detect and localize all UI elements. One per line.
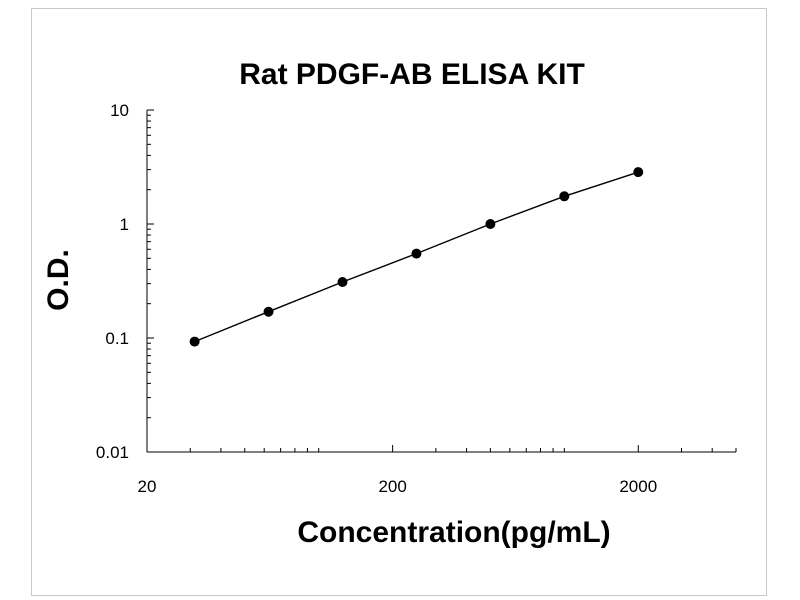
- data-point: [559, 191, 570, 202]
- chart-title: Rat PDGF-AB ELISA KIT: [239, 58, 585, 91]
- x-tick-label: 2000: [619, 477, 657, 496]
- y-tick-label: 0.01: [96, 443, 129, 462]
- x-tick-label: 200: [378, 477, 406, 496]
- data-point: [189, 336, 200, 347]
- x-tick-label: 20: [138, 477, 157, 496]
- y-tick-label: 10: [110, 101, 129, 120]
- y-tick-label: 1: [120, 215, 129, 234]
- data-point: [411, 248, 422, 259]
- chart-frame: [31, 8, 767, 596]
- data-point: [337, 276, 348, 287]
- y-axis-ticks: 0.01 0.1 1 10: [96, 101, 154, 462]
- data-point: [485, 219, 496, 229]
- series-layer: [189, 167, 644, 347]
- data-point: [633, 167, 644, 178]
- x-axis-title: Concentration(pg/mL): [297, 516, 610, 549]
- y-axis-title: O.D.: [42, 249, 75, 311]
- data-point: [263, 306, 274, 317]
- y-tick-label: 0.1: [105, 329, 129, 348]
- x-axis-ticks: 20 200 2000: [138, 445, 737, 496]
- axes: [146, 110, 736, 453]
